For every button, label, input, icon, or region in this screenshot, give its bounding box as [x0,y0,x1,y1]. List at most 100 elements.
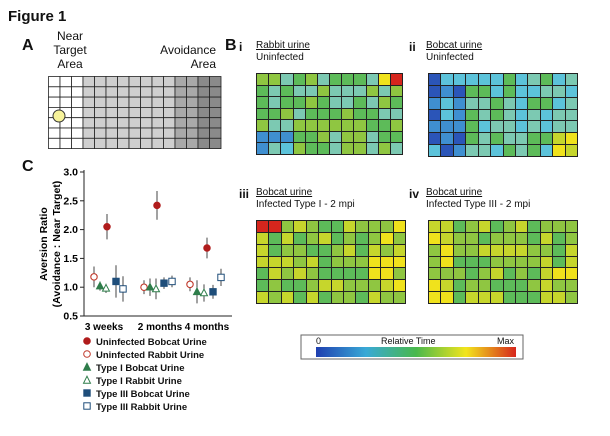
arena-cell [186,137,199,149]
heatmap-cell [368,268,381,280]
heatmap-cell [441,244,453,256]
arena-cell [174,96,187,108]
heatmap-cell [429,232,441,244]
heatmap-cell [294,280,306,292]
heatmap-cell [343,292,356,303]
arena-cell [140,76,153,88]
heatmap-cell [528,268,540,280]
heatmap-cell [269,74,281,85]
heatmap-cell [269,256,281,268]
heatmap-cell [293,131,305,143]
heatmap-cell [478,74,491,85]
heatmap-cell [528,145,540,156]
heatmap-cell [528,85,540,97]
heatmap-cell [305,97,317,108]
x-tick-label: 2 months [138,322,183,333]
heatmap-cell [294,292,306,303]
heatmap-cell [540,232,553,244]
arena-cell [105,117,118,129]
heatmap-cell [478,133,491,145]
heatmap-cell [429,85,441,97]
heatmap-cell [393,280,405,292]
heatmap-cell [553,145,565,156]
heatmap-cell [354,131,366,143]
heatmap-cell [317,120,329,131]
arena-cell [209,76,222,88]
heatmap-cell [553,221,565,232]
heatmap-cell [553,97,565,109]
arena-cell [197,137,210,149]
arena-cell [94,86,107,98]
heatmap-cell [441,85,453,97]
arena-cell [71,76,84,88]
arena-cell [174,137,187,149]
arena-cell [163,127,176,139]
heatmap-cell [503,145,515,156]
heatmap-cell [257,108,269,120]
heatmap-cell [453,133,466,145]
heatmap-3-title: Bobcat urine Infected Type I - 2 mpi [256,187,355,211]
heatmap-cell [441,133,453,145]
heatmap-cell [453,221,466,232]
heatmap-cell [528,97,540,109]
data-point [90,273,98,281]
colorbar-max-label: Max [497,336,515,346]
heatmap-cell [540,121,553,133]
heatmap-1-condition: Uninfected [256,52,304,63]
heatmap-cell [366,108,378,120]
heatmap-cell [305,131,317,143]
heatmap-cell [515,221,528,232]
legend-label: Uninfected Rabbit Urine [96,350,205,361]
heatmap-cell [429,133,441,145]
heatmap-cell [453,256,466,268]
arena-cell [186,76,199,88]
heatmap-2-roman: ii [409,40,416,54]
heatmap-cell [441,256,453,268]
heatmap-cell [503,256,515,268]
heatmap-cell [305,120,317,131]
legend-marker [82,362,92,371]
y-tick-label: 0.5 [63,311,78,323]
heatmap-cell [503,133,515,145]
heatmap-cell [319,221,331,232]
heatmap-cell [354,108,366,120]
heatmap-cell [366,97,378,108]
arena-cell [174,76,187,88]
heatmap-cell [429,268,441,280]
heatmap-cell [466,232,478,244]
heatmap-cell [503,244,515,256]
arena-cell [48,127,61,139]
heatmap-cell [381,256,393,268]
heatmap-cell [330,85,342,97]
arena-cell [209,137,222,149]
data-point [209,288,217,296]
heatmap-cell [331,268,343,280]
heatmap-cell [565,85,577,97]
heatmap-cell [491,133,503,145]
arena-cell [94,137,107,149]
heatmap-cell [331,221,343,232]
heatmap-cell [453,85,466,97]
y-tick-label: 2.5 [63,195,78,207]
legend-marker [83,389,91,397]
data-point [153,201,161,210]
heatmap-cell [390,131,402,143]
heatmap-cell [269,221,281,232]
heatmap-cell [366,131,378,143]
heatmap-cell [503,268,515,280]
arena-cell [82,137,95,149]
heatmap-cell [565,97,577,109]
arena-cell [140,137,153,149]
legend-label: Type I Rabbit Urine [96,376,182,387]
heatmap-cell [281,232,294,244]
heatmap-cell [319,268,331,280]
heatmap-cell [354,97,366,108]
heatmap-cell [306,232,319,244]
heatmap-cell [453,292,466,303]
heatmap-3-stimulus: Bobcat urine [256,187,313,198]
heatmap-cell [441,121,453,133]
arena-cell [59,127,72,139]
heatmap-cell [466,256,478,268]
heatmap-cell [317,108,329,120]
arena-cell [94,127,107,139]
